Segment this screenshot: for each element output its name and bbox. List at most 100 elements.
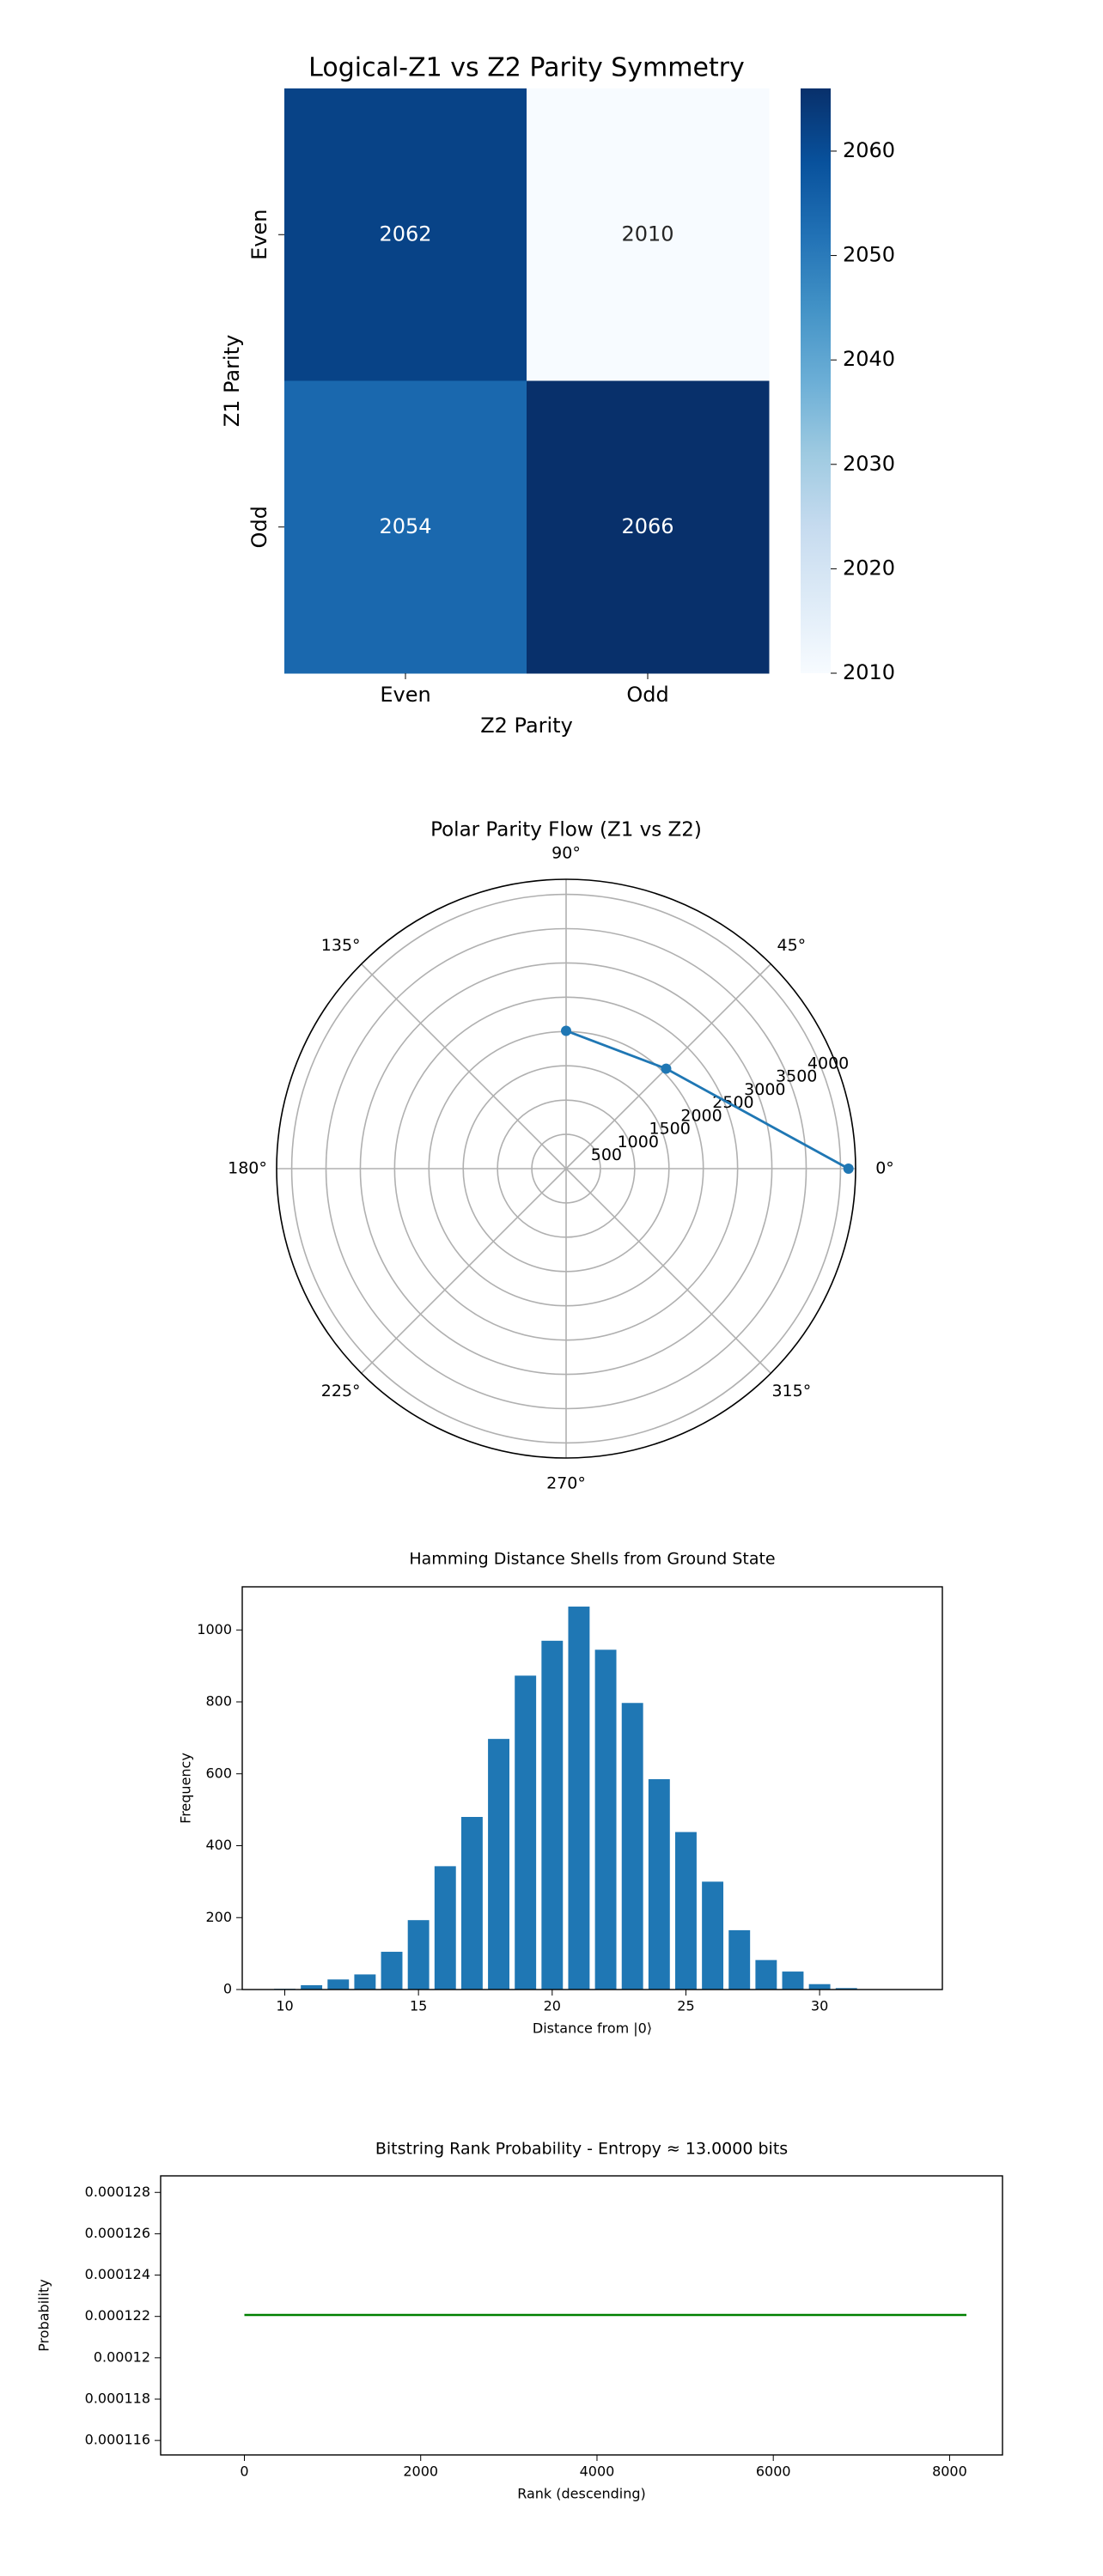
theta-tick-label: 225°	[321, 1382, 361, 1400]
r-tick-label: 3500	[776, 1067, 817, 1086]
point	[843, 1163, 854, 1174]
x-tick-label: 4000	[580, 2464, 615, 2480]
r-grid-line	[290, 893, 842, 1444]
bar	[621, 1703, 643, 1990]
heatmap-cell	[284, 380, 527, 674]
bar	[407, 1920, 430, 1990]
heatmap-cell	[527, 88, 770, 381]
y-axis-label: Probability	[36, 2279, 52, 2352]
y-tick-label: 0	[223, 1981, 232, 1997]
r-grid-line	[497, 1099, 636, 1238]
cell-label: 2054	[379, 514, 431, 538]
chart-title: Logical-Z1 vs Z2 Parity Symmetry	[308, 53, 745, 83]
y-axis-label: Frequency	[178, 1753, 194, 1824]
bar	[675, 1832, 697, 1990]
y-tick-label: Even	[247, 210, 271, 260]
bar	[488, 1739, 509, 1990]
r-grid-line	[462, 1065, 670, 1273]
bar	[434, 1866, 456, 1990]
y-tick-label: 400	[205, 1837, 232, 1853]
colorbar-tick-label: 2040	[843, 347, 895, 371]
cell-label: 2062	[379, 222, 431, 246]
x-tick-label: 20	[544, 1998, 561, 2014]
r-grid-line	[531, 1133, 601, 1204]
theta-tick-label: 0°	[875, 1159, 894, 1178]
y-tick-label: Odd	[247, 506, 271, 548]
x-axis-label: Distance from |0⟩	[533, 2020, 652, 2037]
theta-grid-line	[361, 1168, 567, 1374]
x-tick-label: 8000	[932, 2464, 967, 2480]
x-tick-label: 15	[410, 1998, 427, 2014]
theta-tick-label: 180°	[228, 1159, 267, 1178]
x-tick-label: Even	[380, 683, 430, 707]
bar	[594, 1649, 617, 1990]
bar	[808, 1984, 831, 1990]
point	[561, 1025, 571, 1036]
theta-tick-label: 90°	[552, 844, 581, 863]
r-grid-line	[393, 996, 739, 1341]
chart-title: Bitstring Rank Probability - Entropy ≈ 1…	[375, 2140, 788, 2159]
x-axis-label: Rank (descending)	[517, 2486, 646, 2502]
theta-tick-label: 45°	[777, 936, 806, 955]
y-tick-label: 200	[205, 1909, 232, 1925]
colorbar-tick-label: 2020	[843, 556, 895, 580]
polar-frame	[276, 878, 856, 1459]
bar	[301, 1984, 323, 1990]
theta-tick-label: 135°	[321, 936, 361, 955]
x-tick-label: 25	[677, 1998, 694, 2014]
r-tick-label: 4000	[807, 1054, 849, 1072]
y-tick-label: 0.000128	[85, 2184, 150, 2200]
r-grid-line	[359, 962, 773, 1376]
bar	[835, 1988, 857, 1990]
r-tick-label: 2500	[712, 1093, 753, 1112]
bar	[702, 1881, 724, 1990]
r-tick-label: 2000	[680, 1106, 722, 1125]
x-tick-label: 10	[276, 1998, 293, 2014]
colorbar-tick-label: 2050	[843, 243, 895, 267]
bar	[354, 1974, 376, 1990]
r-tick-label: 1500	[649, 1120, 690, 1139]
y-tick-label: 0.000124	[85, 2266, 150, 2282]
plot-frame	[241, 1586, 943, 1990]
y-tick-label: 0.000122	[85, 2307, 150, 2324]
cell-label: 2010	[621, 222, 673, 246]
y-tick-label: 0.000116	[85, 2432, 150, 2448]
colorbar	[801, 88, 831, 673]
theta-grid-line	[361, 963, 567, 1170]
x-tick-label: 0	[240, 2464, 248, 2480]
bar	[381, 1952, 403, 1990]
bar	[541, 1640, 564, 1990]
bar	[782, 1971, 804, 1990]
colorbar-tick-label: 2030	[843, 452, 895, 476]
cell-label: 2066	[621, 514, 673, 538]
y-tick-label: 0.000118	[85, 2391, 150, 2407]
chart-title: Polar Parity Flow (Z1 vs Z2)	[430, 819, 702, 841]
theta-grid-line	[565, 1168, 771, 1374]
x-tick-label: 30	[811, 1998, 828, 2014]
heatmap-cell	[284, 88, 527, 381]
y-axis-label: Z1 Parity	[220, 335, 244, 428]
x-axis-label: Z2 Parity	[480, 714, 573, 738]
x-tick-label: Odd	[626, 683, 668, 707]
colorbar-tick-label: 2060	[843, 138, 895, 162]
bar	[515, 1675, 537, 1990]
x-tick-label: 2000	[403, 2464, 438, 2480]
bar	[327, 1979, 350, 1990]
point	[661, 1063, 672, 1074]
heatmap-cell	[527, 380, 770, 674]
bar	[568, 1607, 590, 1990]
r-tick-label: 3000	[744, 1080, 785, 1099]
r-tick-label: 500	[591, 1145, 622, 1164]
bar	[460, 1817, 483, 1990]
theta-tick-label: 315°	[771, 1382, 811, 1400]
r-tick-label: 1000	[618, 1133, 659, 1151]
chart-title: Hamming Distance Shells from Ground Stat…	[409, 1550, 775, 1569]
y-tick-label: 800	[205, 1693, 232, 1710]
colorbar-tick-label: 2010	[843, 660, 895, 684]
y-tick-label: 600	[205, 1765, 232, 1781]
x-tick-label: 6000	[756, 2464, 791, 2480]
bar	[728, 1929, 751, 1990]
plot-frame	[160, 2175, 1003, 2456]
y-tick-label: 1000	[197, 1621, 232, 1637]
